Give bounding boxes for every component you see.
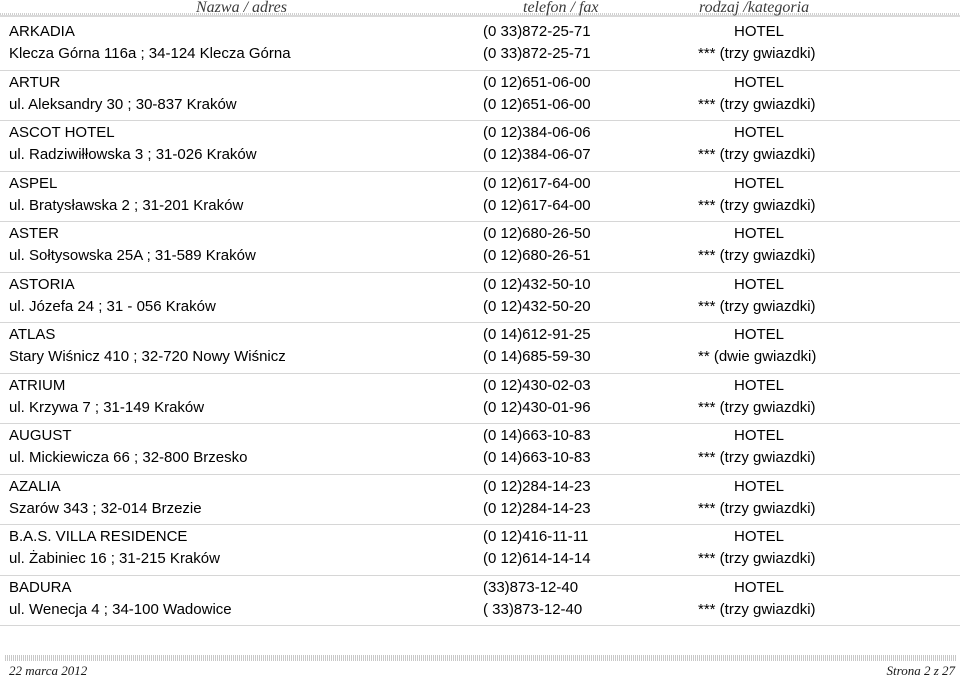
entry-name: AZALIA	[9, 477, 61, 495]
entry-fax: (0 14)663-10-83	[483, 449, 591, 466]
list-item: ASPEL ul. Bratysławska 2 ; 31-201 Kraków (…	[0, 172, 960, 222]
entry-category: *** (trzy gwiazdki)	[698, 247, 816, 264]
entry-category: *** (trzy gwiazdki)	[698, 196, 816, 214]
entry-fax: ( 33)873-12-40	[483, 600, 583, 618]
entry-fax: (0 12)680-26-51	[483, 247, 591, 264]
entry-name: B.A.S. VILLA RESIDENCE	[9, 528, 188, 545]
entry-fax: (0 33)872-25-71	[483, 45, 591, 62]
entry-type: HOTEL	[734, 528, 785, 545]
entry-category: ** (dwie gwiazdki)	[698, 348, 817, 365]
entry-type: HOTEL	[734, 225, 785, 242]
entry-name: ARTUR	[9, 73, 61, 91]
entry-name: ASTER	[9, 225, 60, 242]
entry-phone: (0 12)284-14-23	[483, 477, 591, 495]
entry-name: ASPEL	[9, 174, 58, 192]
entry-address: Klecza Górna 116a ; 34-124 Klecza Górna	[9, 45, 291, 62]
entry-fax: (0 12)284-14-23	[483, 499, 591, 517]
list-item: ATRIUM ul. Krzywa 7 ; 31-149 Kraków (0 12)…	[0, 374, 960, 424]
hotel-list: ARKADIA Klecza Górna 116a ; 34-124 Klecza…	[0, 20, 960, 626]
entry-address: ul. Żabiniec 16 ; 31-215 Kraków	[9, 550, 220, 567]
entry-name: BADURA	[9, 578, 72, 596]
list-item: ARTUR ul. Aleksandry 30 ; 30-837 Kraków (0…	[0, 71, 960, 121]
entry-address: Stary Wiśnicz 410 ; 32-720 Nowy Wiśnicz	[9, 348, 286, 365]
list-item: AUGUST ul. Mickiewicza 66 ; 32-800 Brzesk…	[0, 424, 960, 475]
entry-phone: (0 12)430-02-03	[483, 376, 591, 394]
list-item: BADURA ul. Wenecja 4 ; 34-100 Wadowice (33…	[0, 576, 960, 626]
list-item: ATLAS Stary Wiśnicz 410 ; 32-720 Nowy Wiś…	[0, 323, 960, 374]
entry-address: ul. Sołtysowska 25A ; 31-589 Kraków	[9, 247, 256, 264]
list-item: ASTER ul. Sołtysowska 25A ; 31-589 Kraków…	[0, 222, 960, 273]
entry-type: HOTEL	[734, 23, 785, 40]
entry-type: HOTEL	[734, 326, 785, 343]
entry-type: HOTEL	[734, 275, 785, 293]
entry-phone: (0 12)432-50-10	[483, 275, 591, 293]
entry-fax: (0 12)384-06-07	[483, 146, 591, 163]
entry-name: ARKADIA	[9, 23, 75, 40]
footer-page-number: Strona 2 z 27	[886, 663, 956, 678]
header-type-category: rodzaj /kategoria	[699, 0, 810, 16]
entry-type: HOTEL	[734, 124, 785, 141]
entry-name: AUGUST	[9, 427, 72, 444]
entry-address: ul. Józefa 24 ; 31 - 056 Kraków	[9, 297, 216, 315]
entry-address: ul. Bratysławska 2 ; 31-201 Kraków	[9, 196, 244, 214]
entry-phone: (0 12)651-06-00	[483, 73, 591, 91]
entry-phone: (0 12)416-11-11	[483, 528, 589, 545]
entry-address: ul. Aleksandry 30 ; 30-837 Kraków	[9, 95, 237, 113]
entry-type: HOTEL	[734, 376, 785, 394]
entry-phone: (0 14)663-10-83	[483, 427, 591, 444]
entry-address: ul. Mickiewicza 66 ; 32-800 Brzesko	[9, 449, 248, 466]
entry-type: HOTEL	[734, 73, 785, 91]
list-item: ASCOT HOTEL ul. Radziwiłłowska 3 ; 31-026…	[0, 121, 960, 172]
entry-category: *** (trzy gwiazdki)	[698, 449, 816, 466]
entry-phone: (0 33)872-25-71	[483, 23, 591, 40]
entry-phone: (0 14)612-91-25	[483, 326, 591, 343]
list-item: ARKADIA Klecza Górna 116a ; 34-124 Klecza…	[0, 20, 960, 71]
footer-date: 22 marca 2012	[9, 663, 88, 678]
entry-type: HOTEL	[734, 578, 785, 596]
entry-fax: (0 12)430-01-96	[483, 398, 591, 416]
entry-name: ATRIUM	[9, 376, 66, 394]
list-item: AZALIA Szarów 343 ; 32-014 Brzezie (0 12)2…	[0, 475, 960, 525]
entry-name: ASCOT HOTEL	[9, 124, 115, 141]
footer-rule	[5, 655, 956, 661]
entry-fax: (0 12)617-64-00	[483, 196, 591, 214]
entry-phone: (0 12)617-64-00	[483, 174, 591, 192]
list-item: B.A.S. VILLA RESIDENCE ul. Żabiniec 16 ; …	[0, 525, 960, 576]
entry-category: *** (trzy gwiazdki)	[698, 146, 816, 163]
entry-type: HOTEL	[734, 174, 785, 192]
entry-name: ASTORIA	[9, 275, 75, 293]
entry-name: ATLAS	[9, 326, 56, 343]
entry-phone: (0 12)680-26-50	[483, 225, 591, 242]
header-phone-fax: telefon / fax	[523, 0, 599, 16]
list-item: ASTORIA ul. Józefa 24 ; 31 - 056 Kraków (0…	[0, 273, 960, 323]
page-footer: 22 marca 2012 Strona 2 z 27	[0, 655, 960, 678]
entry-category: *** (trzy gwiazdki)	[698, 550, 816, 567]
entry-fax: (0 12)432-50-20	[483, 297, 591, 315]
entry-category: *** (trzy gwiazdki)	[698, 95, 816, 113]
entry-type: HOTEL	[734, 477, 785, 495]
entry-fax: (0 12)651-06-00	[483, 95, 591, 113]
entry-phone: (33)873-12-40	[483, 578, 579, 596]
entry-category: *** (trzy gwiazdki)	[698, 499, 816, 517]
entry-fax: (0 12)614-14-14	[483, 550, 591, 567]
entry-type: HOTEL	[734, 427, 785, 444]
entry-fax: (0 14)685-59-30	[483, 348, 591, 365]
column-header: Nazwa / adres telefon / fax rodzaj /kate…	[0, 0, 960, 17]
entry-address: ul. Radziwiłłowska 3 ; 31-026 Kraków	[9, 146, 257, 163]
entry-category: *** (trzy gwiazdki)	[698, 297, 816, 315]
entry-address: ul. Krzywa 7 ; 31-149 Kraków	[9, 398, 205, 416]
header-underline	[0, 15, 960, 17]
entry-address: Szarów 343 ; 32-014 Brzezie	[9, 499, 202, 517]
entry-category: *** (trzy gwiazdki)	[698, 600, 816, 618]
entry-address: ul. Wenecja 4 ; 34-100 Wadowice	[9, 600, 232, 618]
entry-category: *** (trzy gwiazdki)	[698, 45, 816, 62]
entry-phone: (0 12)384-06-06	[483, 124, 591, 141]
header-name-address: Nazwa / adres	[196, 0, 287, 16]
entry-category: *** (trzy gwiazdki)	[698, 398, 816, 416]
